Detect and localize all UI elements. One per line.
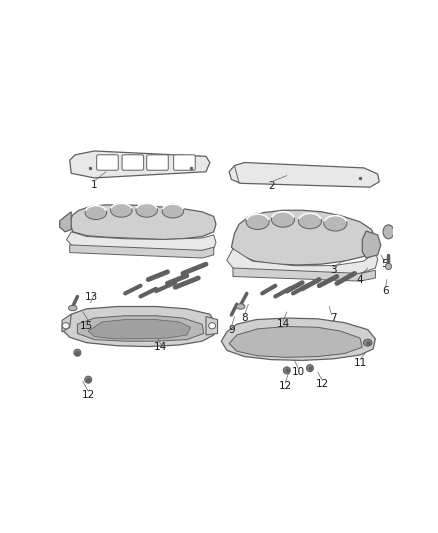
Polygon shape	[70, 205, 216, 239]
Polygon shape	[70, 151, 210, 178]
Polygon shape	[227, 249, 378, 277]
FancyBboxPatch shape	[173, 155, 195, 170]
Text: 14: 14	[276, 319, 290, 329]
Polygon shape	[70, 245, 214, 258]
Text: 3: 3	[330, 265, 336, 276]
FancyBboxPatch shape	[147, 155, 168, 170]
Ellipse shape	[283, 367, 290, 374]
Polygon shape	[62, 314, 71, 332]
Text: 12: 12	[279, 381, 292, 391]
Ellipse shape	[69, 305, 77, 311]
Ellipse shape	[62, 322, 69, 329]
Text: 1: 1	[91, 180, 98, 190]
Text: 4: 4	[357, 274, 363, 285]
Ellipse shape	[74, 349, 81, 356]
Polygon shape	[60, 212, 71, 232]
Polygon shape	[88, 320, 191, 339]
Polygon shape	[233, 268, 375, 281]
FancyBboxPatch shape	[97, 155, 118, 170]
Ellipse shape	[298, 213, 321, 229]
Ellipse shape	[237, 304, 245, 309]
Ellipse shape	[385, 263, 392, 270]
Polygon shape	[78, 316, 204, 341]
Ellipse shape	[364, 339, 372, 346]
FancyBboxPatch shape	[122, 155, 144, 170]
Polygon shape	[67, 232, 216, 252]
Ellipse shape	[324, 216, 347, 231]
Text: 14: 14	[154, 342, 167, 352]
Text: 15: 15	[80, 321, 93, 331]
Text: 2: 2	[268, 181, 275, 191]
Text: 7: 7	[330, 313, 336, 323]
Ellipse shape	[272, 212, 294, 227]
Polygon shape	[229, 327, 362, 357]
Text: 12: 12	[316, 378, 329, 389]
Ellipse shape	[110, 203, 132, 217]
Ellipse shape	[136, 203, 158, 217]
Text: 12: 12	[81, 390, 95, 400]
Text: 11: 11	[353, 358, 367, 368]
Text: 13: 13	[85, 292, 98, 302]
Ellipse shape	[246, 214, 269, 230]
Text: 8: 8	[241, 313, 248, 323]
Text: 6: 6	[382, 286, 389, 296]
Text: 10: 10	[292, 367, 305, 377]
Polygon shape	[229, 163, 379, 187]
Ellipse shape	[208, 322, 215, 329]
Text: 9: 9	[228, 325, 235, 335]
Ellipse shape	[85, 206, 107, 220]
Ellipse shape	[162, 204, 184, 218]
Text: 5: 5	[381, 259, 388, 269]
Polygon shape	[231, 210, 375, 265]
Polygon shape	[206, 317, 218, 335]
Ellipse shape	[383, 225, 394, 239]
Polygon shape	[62, 306, 216, 346]
Ellipse shape	[85, 376, 92, 383]
Ellipse shape	[307, 365, 314, 372]
Polygon shape	[362, 231, 381, 258]
Polygon shape	[221, 318, 375, 360]
